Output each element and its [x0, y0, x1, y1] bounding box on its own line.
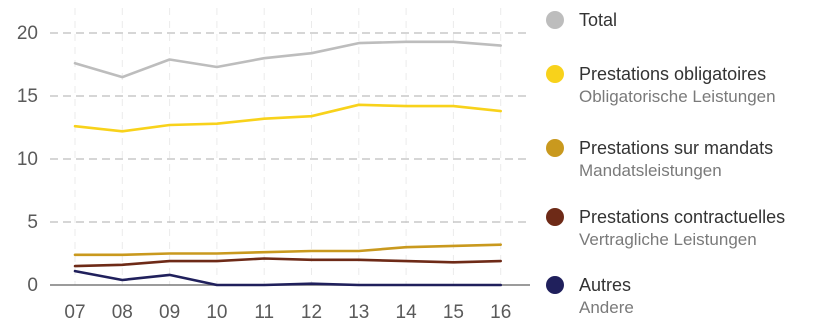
legend-swatch [546, 276, 564, 294]
grid [50, 8, 530, 285]
x-tick-label: 13 [348, 302, 369, 320]
legend-label: Autres [579, 275, 632, 295]
legend-swatch [546, 139, 564, 157]
y-tick-label: 15 [17, 86, 38, 107]
legend-swatch [546, 65, 564, 83]
x-axis-ticks: 07 08 09 10 11 12 13 14 15 16 [64, 302, 511, 320]
x-tick-label: 09 [159, 302, 180, 320]
series-line-2 [73, 243, 503, 257]
x-tick-label: 11 [254, 302, 274, 320]
series-line-3 [73, 257, 503, 268]
line-chart: 0 5 10 15 20 07 08 09 10 11 12 13 14 15 16 [17, 8, 530, 320]
y-tick-label: 20 [17, 23, 38, 44]
series-line-0 [73, 40, 503, 79]
legend-swatch [546, 208, 564, 226]
x-tick-label: 10 [206, 302, 227, 320]
x-tick-label: 08 [112, 302, 133, 320]
legend-sublabel: Obligatorische Leistungen [579, 87, 776, 106]
legend-label: Prestations contractuelles [579, 207, 786, 227]
series-lines [73, 40, 503, 287]
legend-label: Prestations sur mandats [579, 138, 774, 158]
legend-sublabel: Andere [579, 298, 634, 317]
y-axis-ticks: 0 5 10 15 20 [17, 23, 38, 296]
legend-sublabel: Mandatsleistungen [579, 161, 722, 180]
x-tick-label: 14 [396, 302, 418, 320]
x-tick-label: 12 [301, 302, 322, 320]
legend: Total Prestations obligatoires Obligatoris… [542, 0, 839, 320]
y-tick-label: 5 [27, 212, 38, 233]
y-tick-label: 10 [17, 149, 38, 170]
x-tick-label: 16 [490, 302, 511, 320]
legend-label: Total [579, 10, 618, 30]
series-line-4 [73, 269, 503, 287]
legend-sublabel: Vertragliche Leistungen [579, 230, 757, 249]
x-tick-label: 07 [64, 302, 85, 320]
x-tick-label: 15 [443, 302, 464, 320]
y-tick-label: 0 [27, 275, 38, 296]
legend-swatch [546, 11, 564, 29]
legend-label: Prestations obligatoires [579, 64, 767, 84]
series-line-1 [73, 103, 503, 133]
